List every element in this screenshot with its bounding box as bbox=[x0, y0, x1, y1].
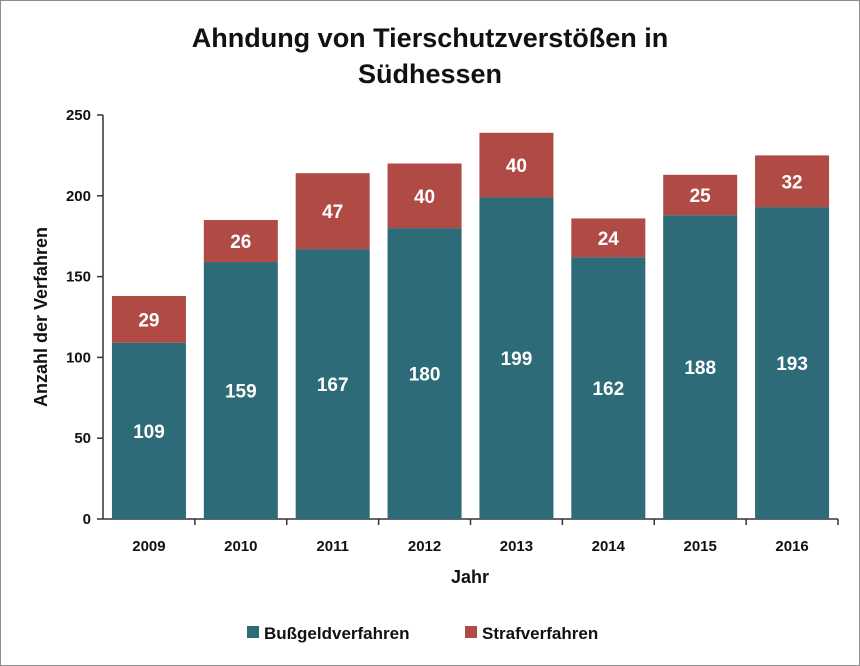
data-label: 199 bbox=[501, 349, 533, 370]
bar-bussgeld-2016 bbox=[755, 207, 830, 519]
y-axis-label: Anzahl der Verfahren bbox=[31, 227, 51, 407]
legend: Bußgeldverfahren Strafverfahren bbox=[247, 624, 598, 643]
bar-straf-2009 bbox=[111, 295, 186, 343]
bar-bussgeld-2009 bbox=[111, 342, 186, 519]
data-label: 26 bbox=[230, 232, 251, 253]
bar-straf-2015 bbox=[663, 174, 738, 216]
legend-label-straf: Strafverfahren bbox=[482, 624, 598, 643]
bar-bussgeld-2013 bbox=[479, 197, 554, 519]
data-label: 29 bbox=[138, 310, 159, 331]
bar-bussgeld-2012 bbox=[387, 228, 462, 519]
bar-straf-2010 bbox=[203, 220, 278, 263]
legend-label-bussgeld: Bußgeldverfahren bbox=[264, 624, 409, 643]
x-tick-label: 2015 bbox=[684, 538, 717, 555]
x-tick-label: 2012 bbox=[408, 538, 441, 555]
data-label: 25 bbox=[690, 186, 712, 207]
data-label: 188 bbox=[684, 358, 716, 379]
chart-title: Ahndung von Tierschutzverstößen in Südhe… bbox=[0, 20, 860, 92]
y-tick-label: 200 bbox=[66, 188, 91, 205]
data-label: 159 bbox=[225, 382, 257, 403]
legend-swatch-bussgeld bbox=[247, 626, 259, 638]
bar-bussgeld-2010 bbox=[203, 262, 278, 519]
data-label: 24 bbox=[598, 229, 620, 250]
data-label: 40 bbox=[506, 156, 527, 177]
x-axis-label: Jahr bbox=[451, 567, 489, 587]
chart-title-line-1: Ahndung von Tierschutzverstößen in bbox=[191, 23, 669, 53]
bar-straf-2012 bbox=[387, 163, 462, 229]
x-tick-label: 2011 bbox=[316, 538, 349, 555]
y-tick-label: 0 bbox=[83, 511, 91, 528]
bar-straf-2011 bbox=[295, 173, 370, 250]
y-tick-label: 100 bbox=[66, 349, 91, 366]
x-tick-label: 2014 bbox=[592, 538, 626, 555]
data-label: 40 bbox=[414, 187, 435, 208]
x-ticks: 2009 2010 2011 2012 2013 2014 2015 2016 bbox=[132, 519, 839, 555]
bars: 109 29 159 26 167 47 180 40 199 40 162 24 188 25 193 32 bbox=[111, 132, 830, 520]
x-tick-label: 2010 bbox=[224, 538, 257, 555]
data-label: 193 bbox=[776, 354, 808, 375]
bar-bussgeld-2015 bbox=[663, 215, 738, 519]
x-tick-label: 2013 bbox=[500, 538, 533, 555]
bar-bussgeld-2014 bbox=[571, 257, 646, 519]
x-tick-label: 2016 bbox=[775, 538, 808, 555]
chart-title-line-2: Südhessen bbox=[357, 59, 503, 89]
bar-straf-2014 bbox=[571, 218, 646, 258]
data-label: 180 bbox=[409, 365, 441, 386]
data-label: 162 bbox=[592, 379, 624, 400]
y-tick-label: 150 bbox=[66, 269, 91, 286]
bar-straf-2016 bbox=[755, 155, 830, 208]
data-label: 167 bbox=[317, 375, 349, 396]
y-tick-label: 250 bbox=[66, 107, 91, 124]
bar-straf-2013 bbox=[479, 132, 554, 198]
x-tick-label: 2009 bbox=[132, 538, 165, 555]
data-label: 32 bbox=[781, 172, 802, 193]
y-tick-label: 50 bbox=[74, 430, 91, 447]
legend-swatch-straf bbox=[465, 626, 477, 638]
data-label: 109 bbox=[133, 422, 165, 443]
y-ticks: 0 50 100 150 200 250 bbox=[66, 107, 103, 528]
bar-bussgeld-2011 bbox=[295, 249, 370, 520]
data-label: 47 bbox=[322, 202, 343, 223]
